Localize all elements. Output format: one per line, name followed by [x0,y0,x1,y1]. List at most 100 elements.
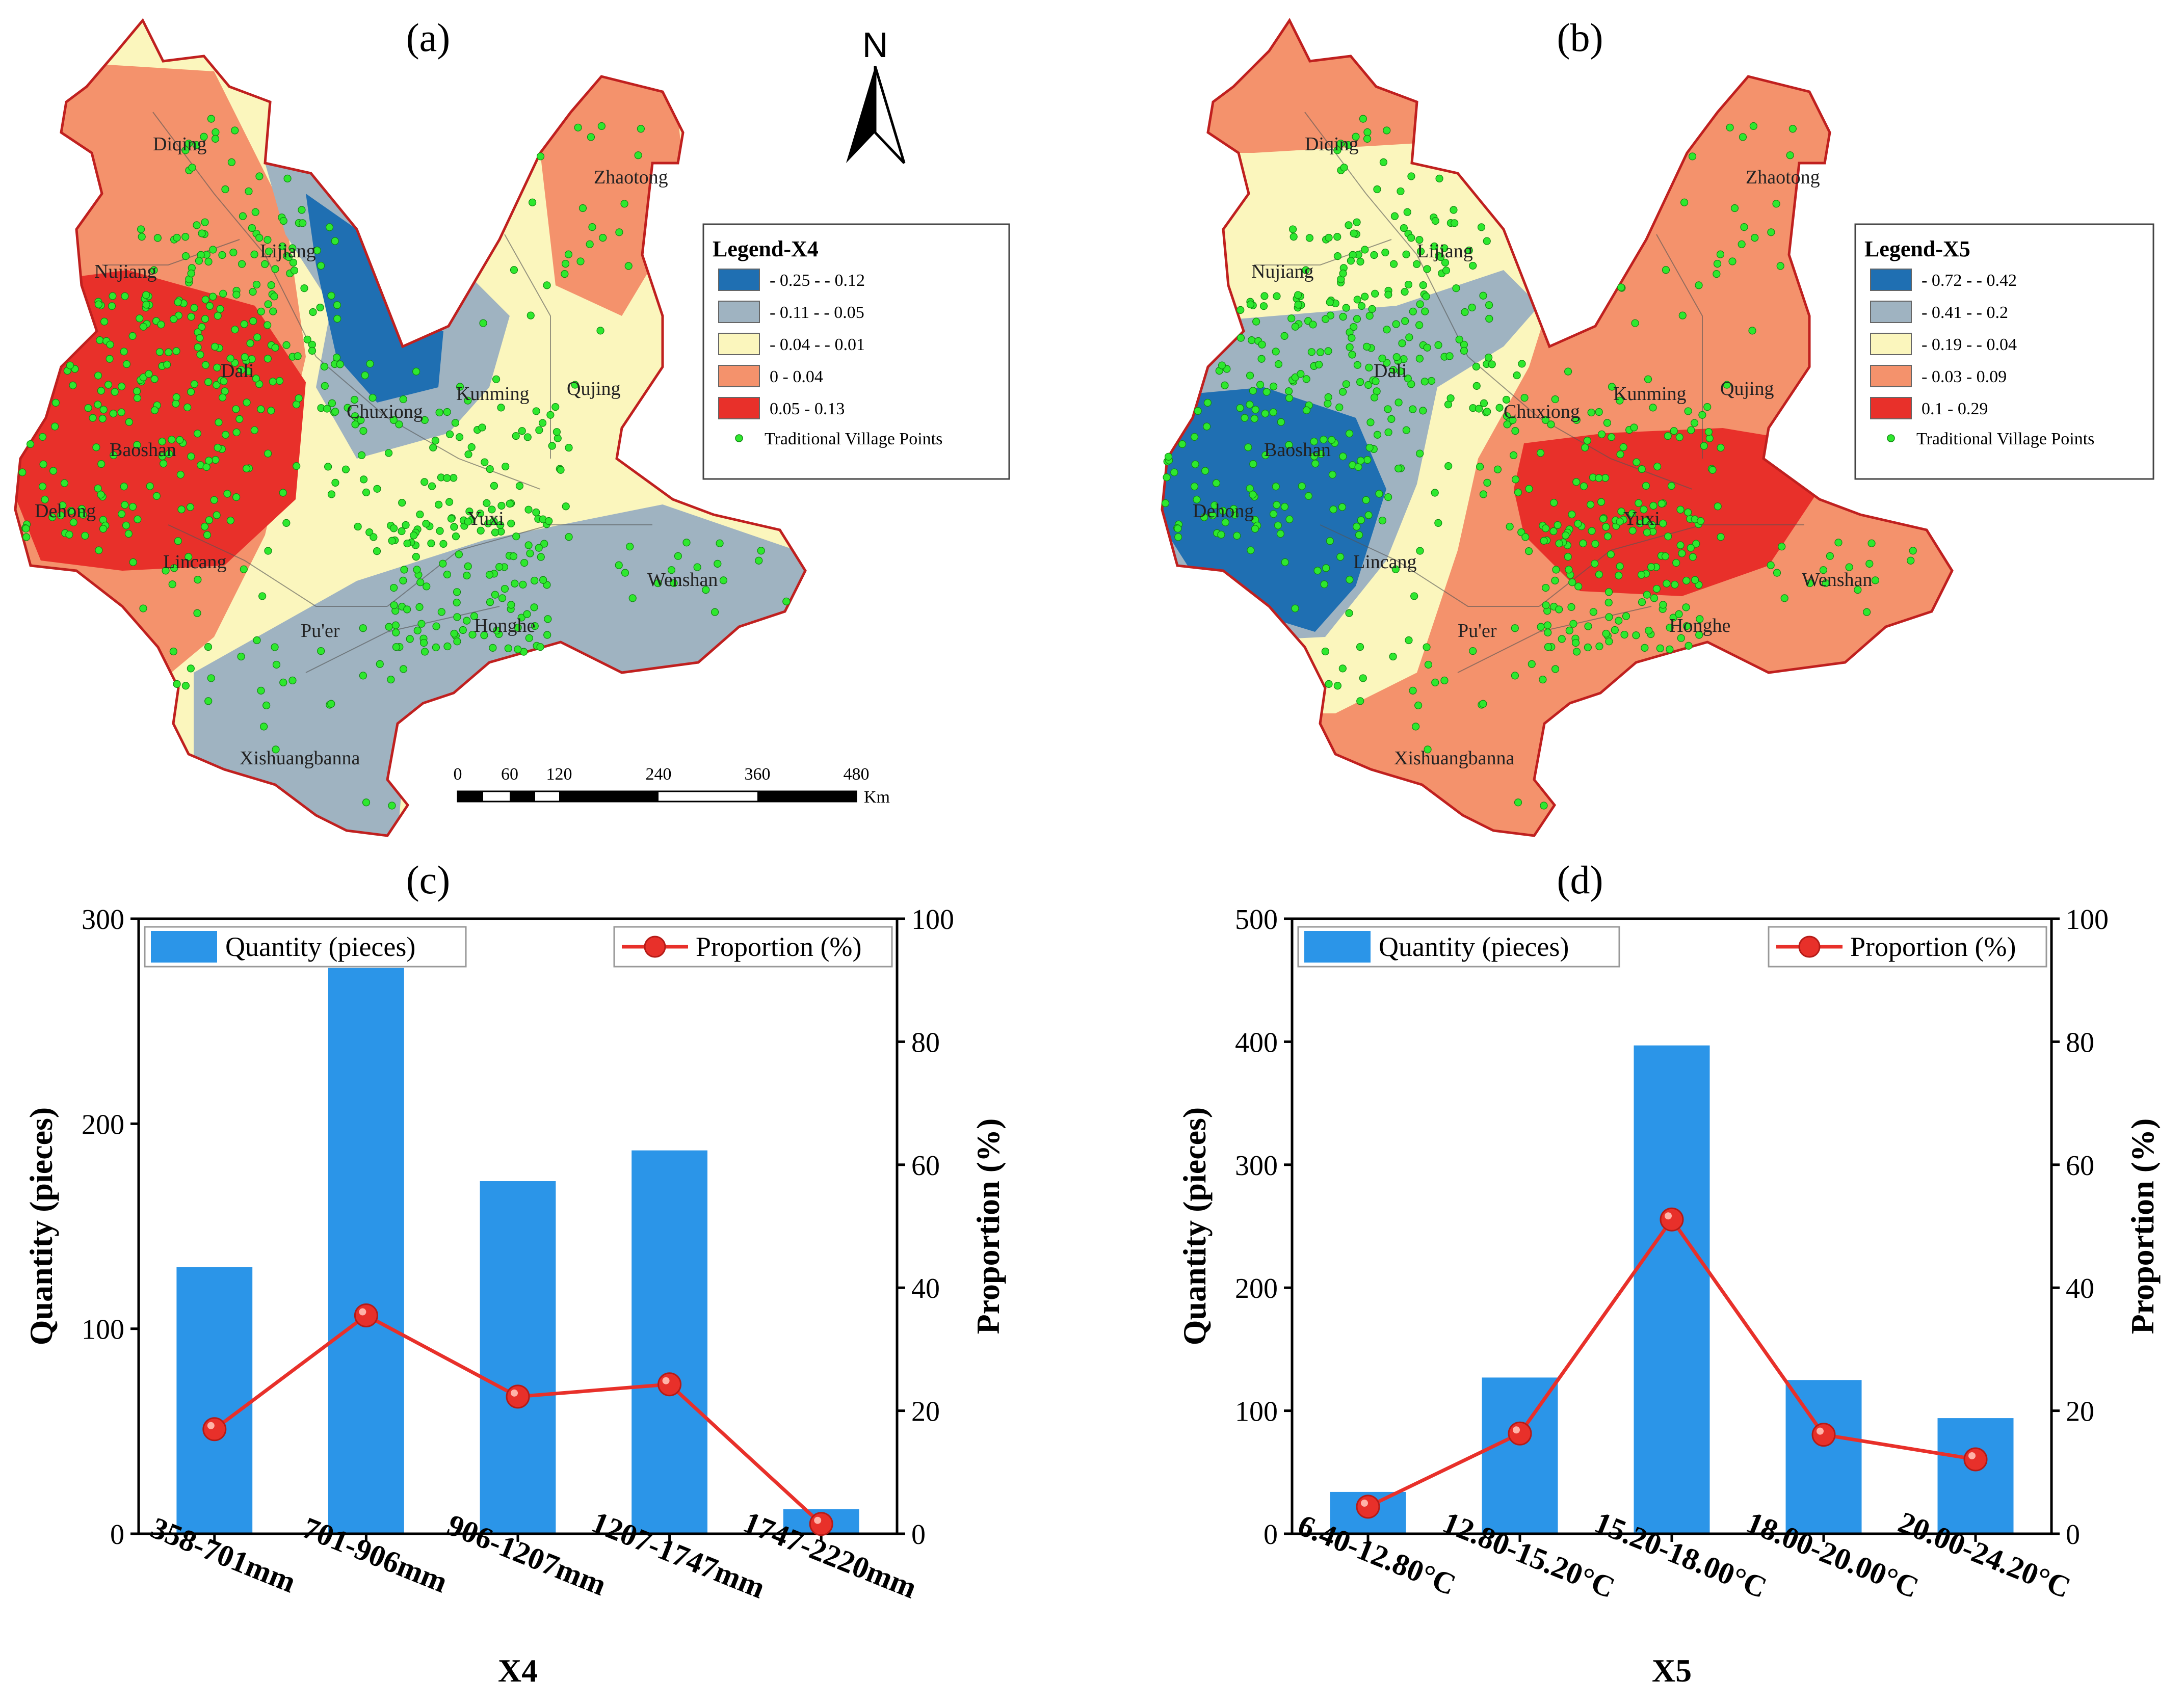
village-point [693,563,701,571]
village-point [1366,418,1375,426]
village-point [1339,388,1347,396]
village-point [551,403,560,411]
village-point [1291,604,1299,612]
village-point [232,405,240,413]
village-point [443,642,452,651]
village-point [1513,371,1521,380]
village-point [455,550,463,558]
village-point [1854,586,1862,594]
village-point [359,672,367,680]
village-point [1509,451,1518,459]
village-point [517,614,525,622]
legend-proportion-marker [1798,936,1821,958]
village-point [1353,296,1361,304]
village-point [1700,442,1708,450]
village-point [1326,537,1334,545]
village-point [714,559,722,568]
village-point [1551,665,1560,673]
map-a-orange-northeast [540,61,683,316]
village-point [106,355,114,363]
village-point [509,552,518,561]
village-point [109,410,117,418]
village-point [1780,594,1788,602]
village-point [142,291,150,299]
village-point [1703,403,1712,411]
village-point [264,355,272,363]
village-point [1328,470,1336,479]
village-point [226,516,234,525]
village-point [1373,431,1382,439]
village-point [1403,208,1411,216]
village-point [1164,452,1173,461]
village-point [1619,443,1627,451]
village-point [1217,530,1225,539]
bar-0 [176,1267,253,1534]
village-point [1440,244,1449,252]
y2-tick-label-1: 20 [911,1396,940,1428]
y-tick-label-4: 400 [1235,1027,1278,1058]
village-point [327,291,335,300]
village-point [1587,500,1595,509]
village-point [204,697,213,705]
legend-a-item-4: 0.05 - 0.13 [770,399,845,418]
legend-proportion-label: Proportion (%) [1850,931,2016,962]
village-point [1280,502,1289,511]
village-point [1249,387,1257,395]
village-point [532,407,540,415]
village-point [190,380,198,388]
village-point [1389,260,1398,268]
village-point [1392,353,1401,361]
village-point [1178,440,1187,448]
village-point [1190,433,1199,441]
legend-a-point-symbol [735,434,743,442]
village-point [1383,126,1391,135]
village-point [271,643,279,651]
village-point [1643,528,1651,537]
village-point [278,242,286,251]
legend-quantity-swatch [1304,931,1371,963]
village-point [210,342,219,351]
region-baoshan-a: Baoshan [110,439,176,461]
village-point [1446,394,1455,403]
village-point [1666,645,1674,653]
village-point [193,221,201,229]
village-point [514,645,522,653]
village-point [1410,592,1418,600]
village-point [478,423,486,432]
village-point [1483,408,1491,416]
village-point [1788,125,1797,133]
village-point [1287,314,1296,323]
village-point [1200,513,1208,521]
scale-unit: Km [864,788,890,807]
village-point [162,567,170,575]
village-point [1407,234,1415,242]
village-point [187,388,195,396]
region-puer-a: Pu'er [301,620,340,642]
village-point [1359,674,1367,682]
village-point [587,133,595,141]
chart-c: 0100200300020406080100358-701mm701-906mm… [23,904,1006,1689]
village-point [350,395,359,404]
village-point [1717,443,1725,452]
village-point [545,517,553,525]
village-point [1258,340,1266,349]
village-point [432,643,440,652]
village-point [1599,515,1608,523]
village-point [67,506,75,515]
village-point [1631,319,1639,327]
village-point [1511,672,1519,680]
village-point [1274,521,1282,529]
village-point [1528,660,1536,668]
village-point [711,608,719,616]
village-point [398,527,406,536]
village-point [128,332,137,340]
proportion-point-highlight-2 [1665,1212,1672,1220]
village-point [1311,460,1320,468]
village-point [1663,579,1671,588]
village-point [172,347,180,355]
village-point [366,360,374,368]
village-point [1544,643,1553,651]
village-point [1305,234,1313,242]
village-point [1539,676,1547,684]
